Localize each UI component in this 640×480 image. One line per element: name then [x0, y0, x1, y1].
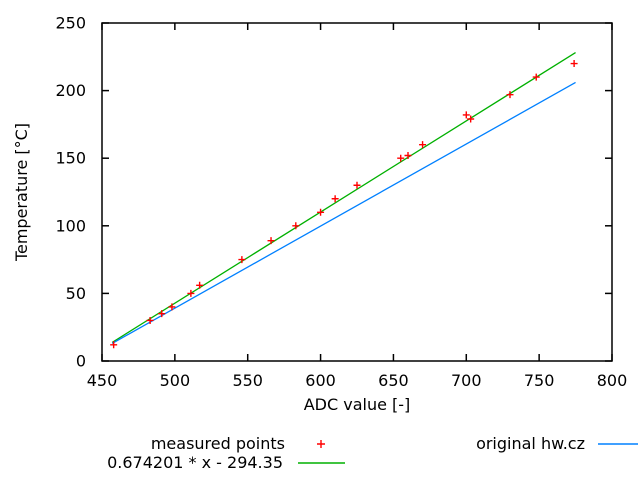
y-tick-label: 250 [55, 14, 86, 33]
y-axis-title: Temperature [°C] [12, 123, 31, 262]
measured-point [292, 222, 300, 230]
legend-label-original: original hw.cz [476, 434, 585, 453]
legend-label-fit: 0.674201 * x - 294.35 [107, 453, 283, 472]
measured-points [110, 60, 578, 349]
measured-point [168, 303, 176, 311]
y-tick-label: 100 [55, 216, 86, 235]
x-tick-label: 600 [305, 371, 336, 390]
x-tick-label: 450 [87, 371, 118, 390]
measured-point [238, 256, 246, 264]
x-tick-label: 500 [160, 371, 191, 390]
x-tick-label: 800 [597, 371, 628, 390]
measured-point [462, 111, 470, 119]
fit-lines [111, 51, 576, 344]
axis-ticks [101, 22, 613, 362]
axis-tick-labels: 450 500 550 600 650 700 750 800 0 50 100 150 200 250 [55, 14, 627, 391]
measured-point [532, 73, 540, 81]
measured-point [158, 310, 166, 318]
x-tick-label: 650 [378, 371, 409, 390]
y-tick-label: 150 [55, 149, 86, 168]
measured-point [570, 60, 578, 68]
x-tick-label: 700 [451, 371, 482, 390]
measured-point [267, 237, 275, 245]
measured-point [467, 115, 475, 123]
plot-border [101, 22, 613, 362]
measured-point [317, 208, 325, 216]
y-tick-label: 200 [55, 81, 86, 100]
measured-point [353, 181, 361, 189]
original-hwcz-line [111, 81, 576, 344]
linear-fit-line [111, 51, 576, 343]
measured-point [146, 316, 154, 324]
measured-point [404, 151, 412, 159]
legend-label-measured: measured points [151, 434, 285, 453]
measured-point [419, 141, 427, 149]
measured-point [397, 154, 405, 162]
measured-point [110, 341, 118, 349]
measured-point [331, 195, 339, 203]
y-tick-label: 50 [66, 284, 86, 303]
legend: measured points 0.674201 * x - 294.35 or… [107, 434, 638, 472]
x-axis-title: ADC value [-] [304, 395, 411, 414]
measured-point [196, 281, 204, 289]
x-tick-label: 550 [232, 371, 263, 390]
legend-plus-marker-icon [317, 440, 325, 448]
measured-point [506, 91, 514, 99]
border-rect [101, 22, 613, 362]
y-tick-label: 0 [76, 352, 86, 371]
x-tick-label: 750 [524, 371, 555, 390]
legend-plus [317, 440, 325, 448]
measured-point [187, 289, 195, 297]
